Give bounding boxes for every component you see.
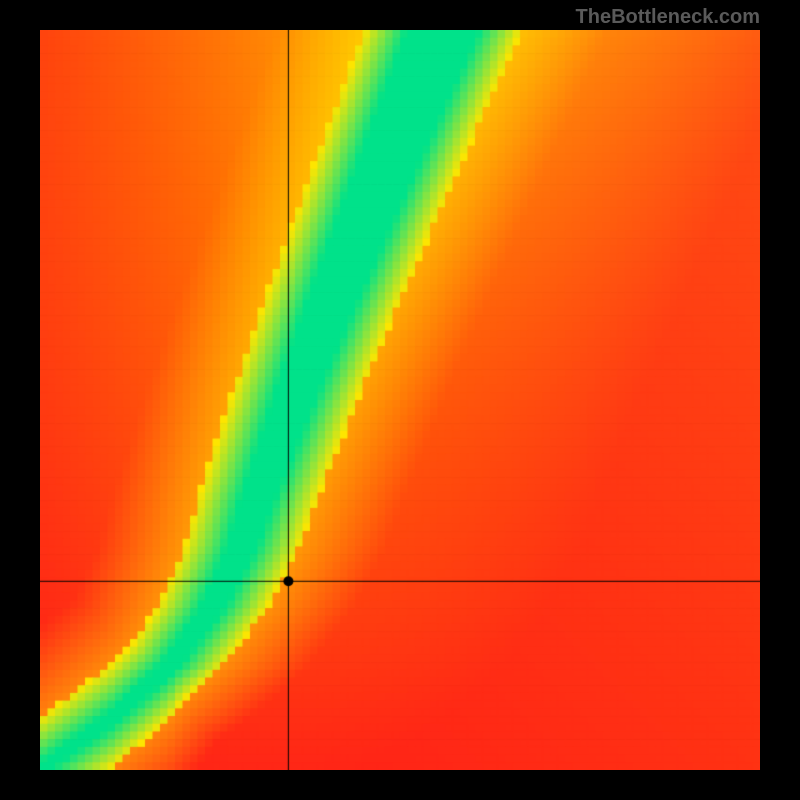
chart-container: TheBottleneck.com	[0, 0, 800, 800]
bottleneck-heatmap	[40, 30, 760, 770]
watermark-text: TheBottleneck.com	[576, 6, 760, 29]
heatmap-canvas	[40, 30, 760, 770]
